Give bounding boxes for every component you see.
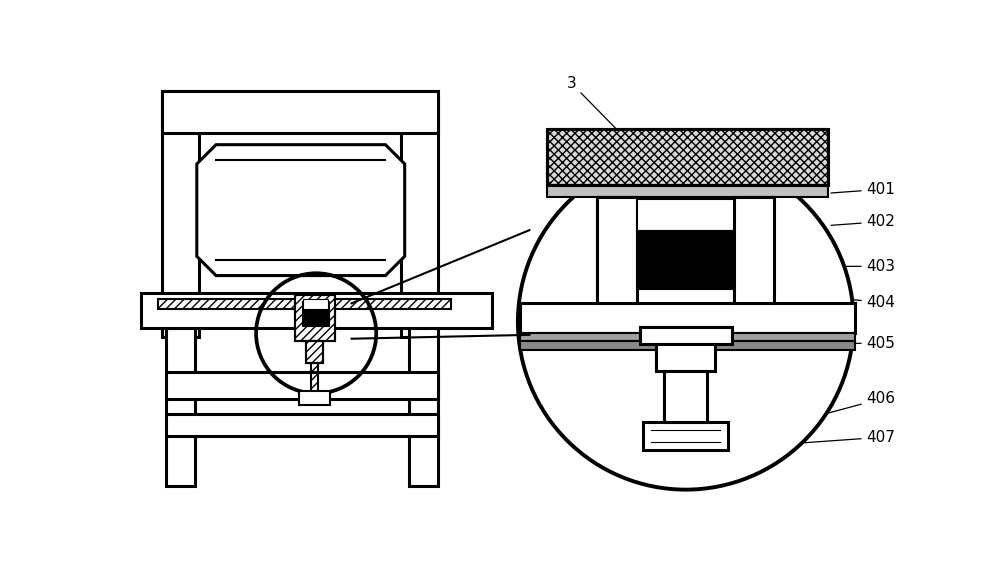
Bar <box>409 328 438 486</box>
Bar <box>299 391 330 405</box>
Bar <box>158 299 451 310</box>
Text: 202: 202 <box>534 356 661 376</box>
Bar <box>306 341 323 363</box>
Polygon shape <box>197 145 405 276</box>
Bar <box>295 295 335 341</box>
Bar <box>295 295 335 341</box>
Text: 407: 407 <box>776 430 896 445</box>
Bar <box>734 197 774 302</box>
Bar <box>401 91 438 337</box>
Text: 405: 405 <box>823 336 896 351</box>
Text: 403: 403 <box>831 259 896 274</box>
Bar <box>303 299 328 310</box>
Bar <box>656 344 715 371</box>
Text: 406: 406 <box>775 391 896 428</box>
Text: 402: 402 <box>831 214 896 229</box>
Bar <box>166 372 438 399</box>
Bar <box>162 91 438 133</box>
Bar <box>664 371 707 422</box>
Text: 401: 401 <box>831 182 896 197</box>
Bar <box>520 302 855 333</box>
Bar <box>656 344 715 371</box>
Bar <box>643 422 728 450</box>
Bar <box>547 129 828 185</box>
Bar <box>597 197 637 302</box>
Bar <box>520 333 855 341</box>
Bar <box>520 341 855 350</box>
Text: 404: 404 <box>831 295 896 310</box>
Bar <box>166 328 195 486</box>
Bar <box>664 371 707 422</box>
Bar <box>302 301 329 327</box>
Bar <box>141 293 492 328</box>
Bar <box>597 197 637 302</box>
Circle shape <box>518 154 854 490</box>
Bar <box>306 341 323 363</box>
Bar <box>166 414 438 436</box>
Bar <box>311 363 318 392</box>
Bar <box>640 327 732 344</box>
Text: 3: 3 <box>566 76 626 139</box>
Bar <box>162 91 199 337</box>
Bar <box>637 199 734 231</box>
Bar <box>547 129 828 185</box>
Text: 201: 201 <box>549 160 649 209</box>
Bar <box>640 327 732 344</box>
Bar <box>637 231 734 289</box>
Bar <box>734 197 774 302</box>
Bar <box>547 185 828 197</box>
